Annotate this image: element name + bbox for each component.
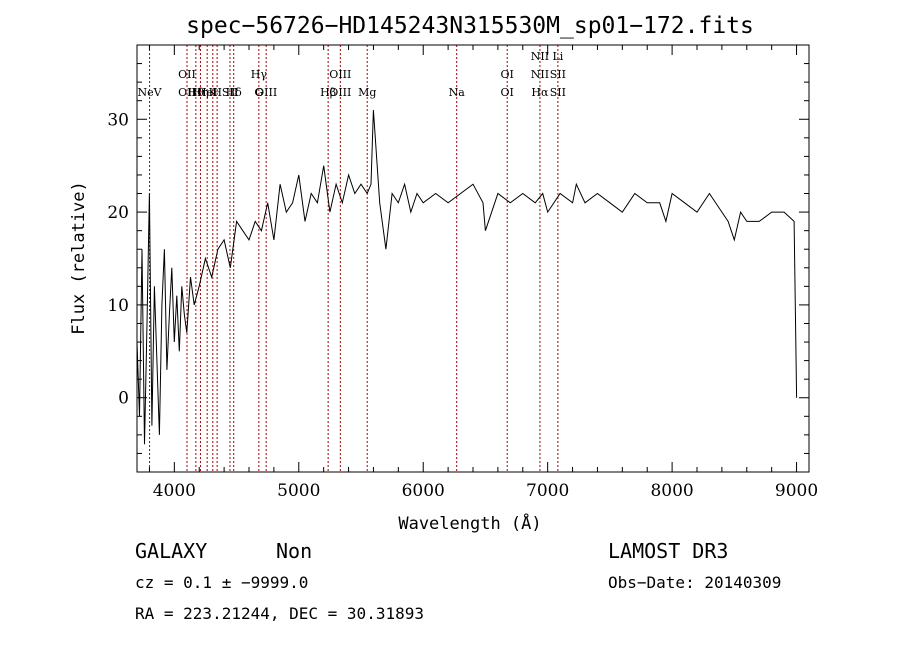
emission-line-label: OI [501,86,514,99]
emission-line-label: OIII [329,86,351,99]
emission-line-label: NeV [138,86,163,99]
chart-title: spec−56726−HD145243N315530M_sp01−172.fit… [186,13,754,39]
y-tick-label: 30 [107,110,129,130]
emission-line-label: Hβ [320,86,336,99]
y-tick-label: 20 [107,203,129,223]
emission-line-label: NII [531,68,549,81]
y-tick-label: 10 [107,296,129,316]
emission-line-label: G [254,86,263,99]
emission-line-markers [149,45,559,472]
emission-line-label: Na [449,86,466,99]
emission-line-label: SII [222,86,238,99]
emission-line-label: Hθ [188,86,205,99]
emission-line-label: OIII [255,86,277,99]
emission-line-label: OII [178,68,196,81]
object-class: GALAXY [135,539,207,563]
emission-line-label: Li [552,50,563,63]
x-tick-label: 8000 [650,481,693,501]
x-axis-label: Wavelength (Å) [398,512,541,534]
survey-name: LAMOST DR3 [608,539,728,563]
emission-line-label: OI [501,68,514,81]
emission-line-label: Hα [531,86,549,99]
emission-line-label: K [209,86,218,99]
emission-line-label: Hγ [251,68,268,81]
emission-line-label: Hδ [226,86,243,99]
emission-line-label: SII [550,86,566,99]
emission-line-label: Hη [192,86,208,99]
x-tick-label: 4000 [153,481,196,501]
spectrum-line [136,109,798,445]
x-tick-label: 9000 [775,481,818,501]
x-tick-label: 7000 [526,481,569,501]
axis-tick-labels: 4000 5000 6000 7000 8000 9000 0 10 20 30 [107,110,818,501]
y-axis-label: Flux (relative) [69,181,89,335]
emission-line-label: SII [550,68,566,81]
x-tick-label: 6000 [402,481,445,501]
emission-line-label: NII [531,50,549,63]
object-subclass: Non [276,539,312,563]
emission-line-label: Mg [358,86,376,99]
emission-line-label: OIII [329,68,351,81]
cz-value: cz = 0.1 ± −9999.0 [135,573,308,592]
emission-line-label: HeI [197,86,217,99]
x-tick-label: 5000 [277,481,320,501]
ra-dec: RA = 223.21244, DEC = 30.31893 [135,604,424,623]
plot-frame [136,44,810,473]
axis-ticks [137,45,809,472]
obs-date: Obs−Date: 20140309 [608,573,781,592]
y-tick-label: 0 [118,389,129,409]
emission-line-label: H [212,86,222,99]
emission-line-label: OII [178,86,196,99]
